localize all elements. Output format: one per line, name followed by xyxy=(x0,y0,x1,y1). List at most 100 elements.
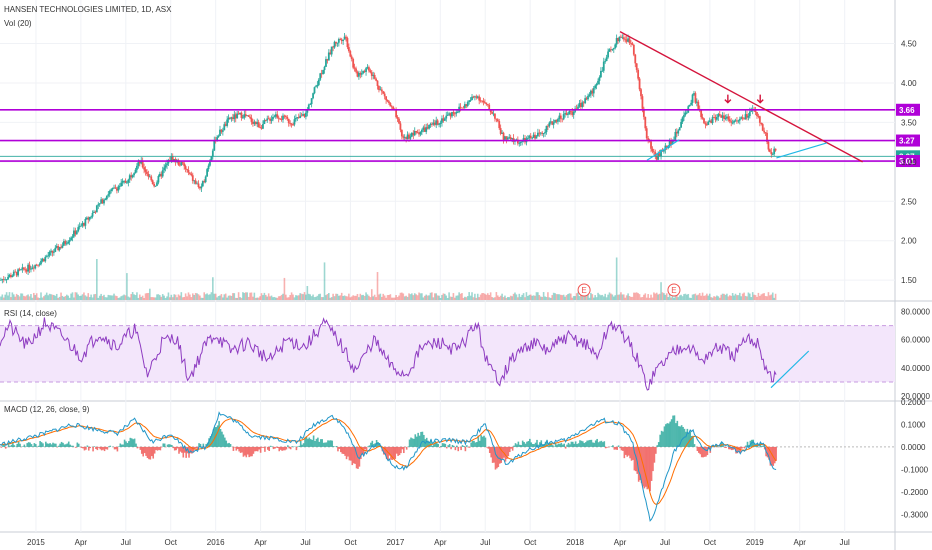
candle-body xyxy=(505,136,508,140)
volume-bar xyxy=(475,297,478,300)
macd-histogram-bar xyxy=(361,446,364,455)
candle-body xyxy=(216,137,219,141)
macd-histogram-bar xyxy=(623,446,626,459)
volume-bar xyxy=(472,297,475,300)
volume-bar xyxy=(683,294,685,300)
macd-histogram-bar xyxy=(118,446,120,447)
candle-body xyxy=(12,271,15,276)
volume-bar xyxy=(153,297,155,300)
volume-bar xyxy=(250,292,253,300)
macd-histogram-bar xyxy=(696,446,699,452)
macd-histogram-bar xyxy=(606,446,608,448)
volume-bar xyxy=(673,297,675,300)
candle-body xyxy=(90,216,93,218)
volume-bar xyxy=(283,277,286,300)
candle-body xyxy=(475,96,478,98)
macd-histogram-bar xyxy=(516,444,518,447)
candle-body xyxy=(445,115,448,119)
macd-histogram-bar xyxy=(517,441,520,447)
volume-bar xyxy=(697,294,700,300)
volume-bar xyxy=(352,295,354,300)
x-tick-label: Oct xyxy=(165,538,178,547)
volume-bar xyxy=(277,296,280,300)
macd-histogram-bar xyxy=(773,446,776,464)
macd-histogram-bar xyxy=(624,446,627,455)
macd-histogram-bar xyxy=(445,446,448,449)
volume-bar xyxy=(663,293,665,300)
volume-bar xyxy=(164,297,167,300)
macd-histogram-bar xyxy=(287,445,289,447)
candle-body xyxy=(595,84,598,86)
candle-body xyxy=(93,211,95,213)
volume-bar xyxy=(214,293,217,300)
macd-histogram-bar xyxy=(600,440,603,447)
candle-body xyxy=(349,51,352,57)
macd-histogram-bar xyxy=(52,442,54,447)
candle-body xyxy=(640,89,642,97)
macd-histogram-bar xyxy=(106,446,109,450)
volume-bar xyxy=(61,295,64,300)
candle-body xyxy=(690,102,693,105)
volume-bar xyxy=(413,293,416,300)
candle-body xyxy=(647,138,650,141)
volume-bar xyxy=(323,262,326,300)
macd-histogram-bar xyxy=(175,446,177,451)
volume-bar xyxy=(696,295,698,300)
macd-histogram-bar xyxy=(225,440,228,447)
macd-histogram-bar xyxy=(646,446,649,490)
volume-bar xyxy=(104,297,107,300)
candle-body xyxy=(81,223,84,226)
candle-body xyxy=(75,231,78,235)
volume-bar xyxy=(74,292,77,300)
macd-histogram-bar xyxy=(569,444,571,447)
macd-histogram-bar xyxy=(745,445,747,447)
volume-bar xyxy=(723,293,725,300)
macd-histogram-bar xyxy=(129,437,132,447)
candle-body xyxy=(77,227,80,232)
candle-body xyxy=(539,132,542,134)
candle-body xyxy=(25,269,28,272)
volume-bar xyxy=(375,297,377,300)
volume-bar xyxy=(598,294,601,300)
level-tag-bg xyxy=(896,103,920,116)
volume-bar xyxy=(637,293,639,300)
macd-histogram-bar xyxy=(59,443,61,447)
volume-bar xyxy=(67,295,69,300)
candle-body xyxy=(587,95,589,100)
macd-histogram-bar xyxy=(589,439,591,447)
candle-body xyxy=(582,102,585,104)
volume-bar xyxy=(538,295,541,300)
macd-histogram-bar xyxy=(728,446,730,450)
macd-histogram-bar xyxy=(590,439,593,447)
candle-body xyxy=(472,96,475,98)
macd-histogram-bar xyxy=(693,444,696,447)
macd-histogram-bar xyxy=(22,446,24,447)
volume-bar xyxy=(767,292,770,300)
volume-bar xyxy=(233,293,236,300)
candle-body xyxy=(455,112,458,114)
candle-body xyxy=(181,162,184,164)
volume-bar xyxy=(365,292,367,300)
candle-body xyxy=(597,80,599,85)
candle-body xyxy=(101,199,104,204)
candle-body xyxy=(55,246,58,248)
macd-histogram-bar xyxy=(352,446,355,464)
volume-bar xyxy=(174,294,177,300)
volume-bar xyxy=(127,296,130,300)
volume-bar xyxy=(144,293,147,300)
macd-histogram-bar xyxy=(388,446,391,456)
macd-histogram-bar xyxy=(702,446,704,458)
candle-body xyxy=(64,241,67,244)
candle-body xyxy=(591,90,594,94)
volume-bar xyxy=(141,295,144,300)
volume-bar xyxy=(615,257,618,300)
volume-bar xyxy=(731,293,734,300)
macd-histogram-bar xyxy=(211,433,213,447)
macd-histogram-bar xyxy=(278,446,281,452)
macd-histogram-bar xyxy=(610,446,613,447)
candle-body xyxy=(209,160,211,166)
volume-bar xyxy=(240,297,243,300)
macd-histogram-bar xyxy=(448,444,451,447)
volume-bar xyxy=(612,296,615,300)
